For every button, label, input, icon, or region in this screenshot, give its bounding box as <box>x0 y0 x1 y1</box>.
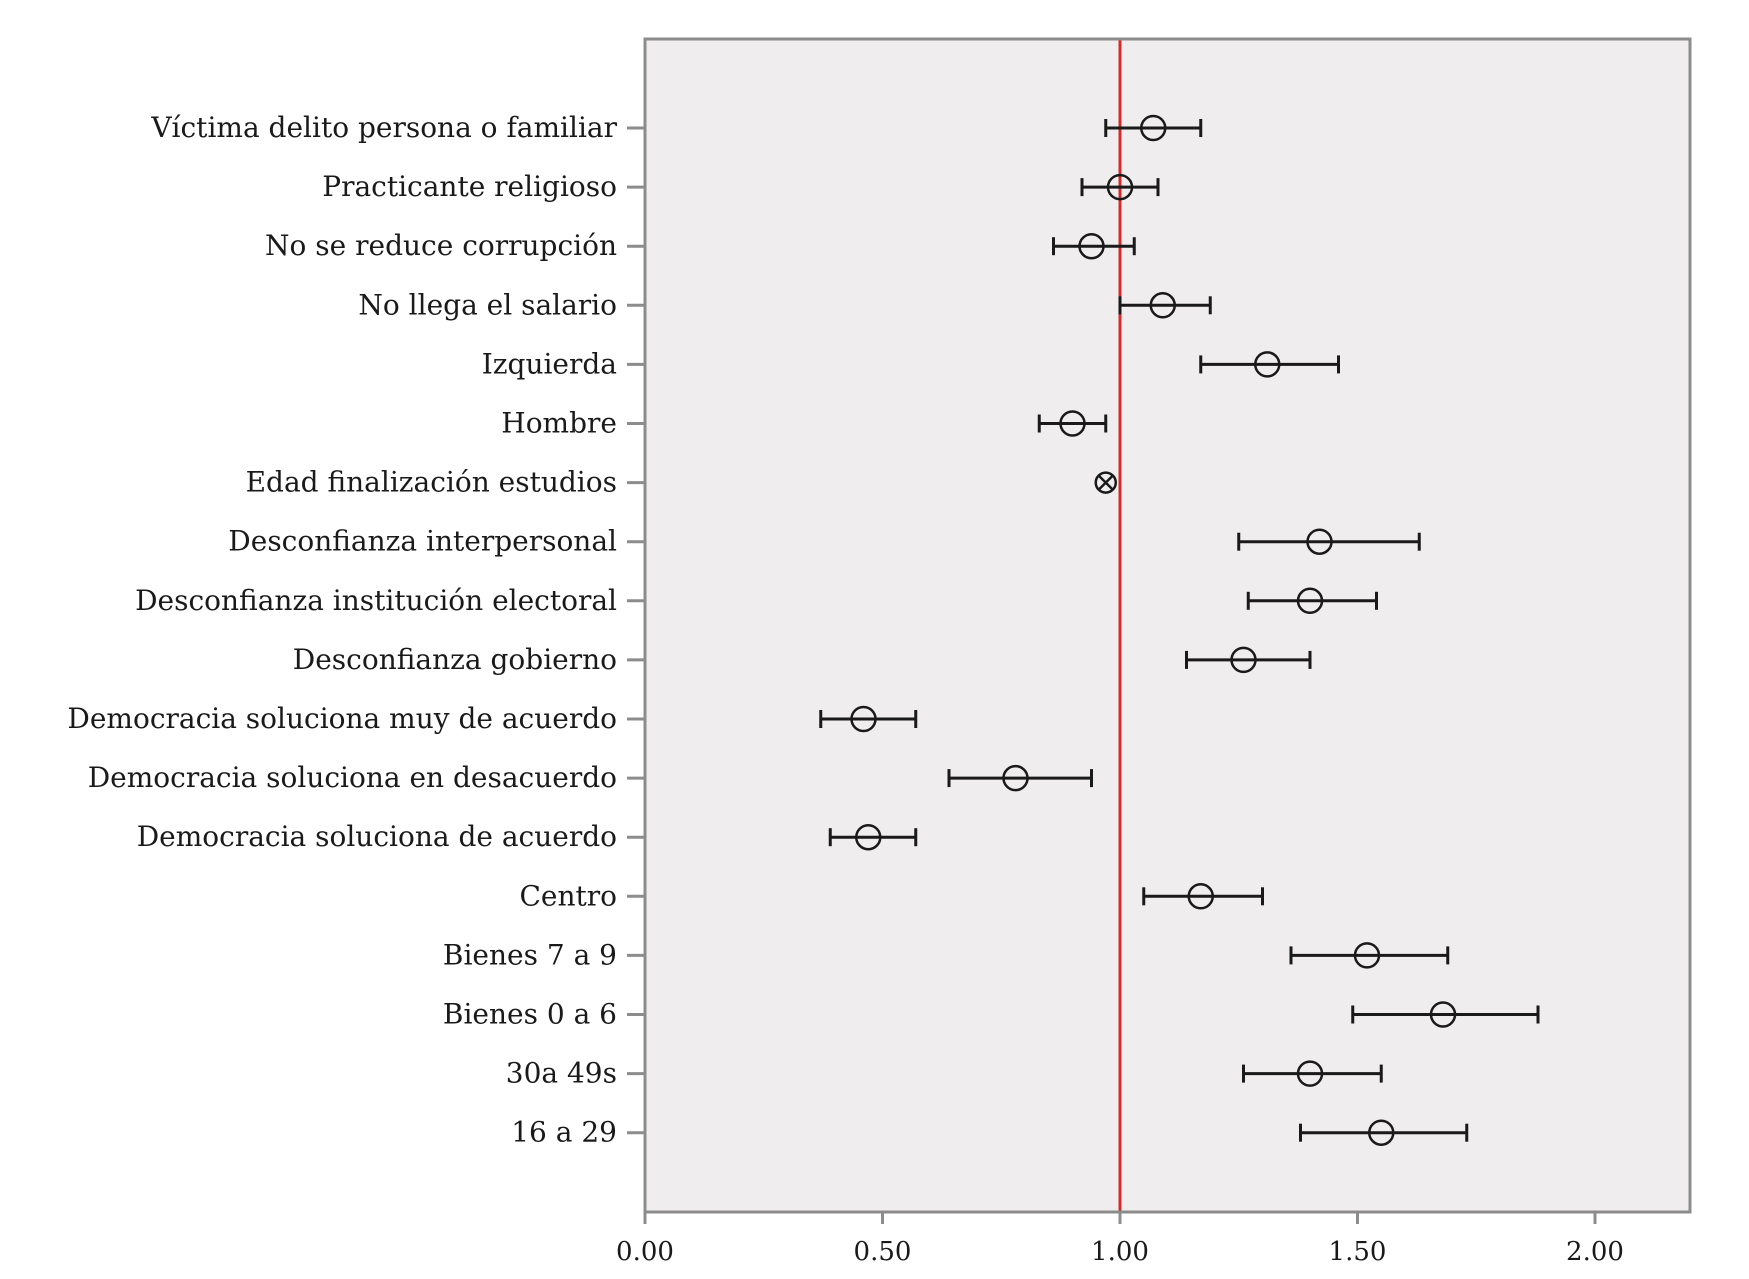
category-label: Desconfianza gobierno <box>293 643 617 676</box>
category-label: Víctima delito persona o familiar <box>150 111 617 144</box>
point-marker <box>1368 1119 1395 1146</box>
category-label: No se reduce corrupción <box>265 229 617 262</box>
x-tick-label: 0.00 <box>616 1237 674 1267</box>
x-tick-label: 0.50 <box>854 1237 912 1267</box>
category-label: Desconfianza interpersonal <box>228 525 617 558</box>
category-label: Desconfianza institución electoral <box>135 584 617 617</box>
category-label: Hombre <box>501 407 617 440</box>
point-marker <box>1094 471 1117 494</box>
point-marker <box>1306 528 1333 555</box>
category-label: 30a 49s <box>506 1057 617 1090</box>
x-tick-label: 2.00 <box>1566 1237 1624 1267</box>
point-marker <box>1296 587 1324 615</box>
category-label: Bienes 0 a 6 <box>443 998 617 1031</box>
category-label: Democracia soluciona en desacuerdo <box>88 761 617 794</box>
category-label: No llega el salario <box>358 288 617 321</box>
point-marker <box>1059 410 1086 437</box>
point-marker-cross <box>1098 475 1114 490</box>
error-bars <box>819 119 1540 1142</box>
category-label: 16 a 29 <box>511 1116 617 1149</box>
category-label: Bienes 7 a 9 <box>443 938 617 971</box>
point-marker <box>1149 292 1176 319</box>
category-label: Democracia soluciona de acuerdo <box>137 820 617 853</box>
point-marker <box>1187 883 1214 910</box>
data-points <box>850 114 1457 1146</box>
point-marker <box>1140 114 1167 142</box>
x-tick-label: 1.50 <box>1329 1237 1387 1267</box>
point-marker <box>1353 942 1381 969</box>
point-marker <box>1002 764 1029 792</box>
category-label: Edad finalización estudios <box>246 466 617 499</box>
point-marker <box>1106 173 1134 201</box>
category-label: Centro <box>519 879 617 912</box>
point-marker <box>1429 1001 1457 1028</box>
point-marker <box>1254 351 1281 378</box>
category-label: Practicante religioso <box>322 170 617 203</box>
x-tick-label: 1.00 <box>1091 1237 1149 1267</box>
point-marker <box>1230 646 1257 674</box>
point-marker <box>1296 1060 1324 1087</box>
point-marker <box>850 705 877 733</box>
point-marker <box>1078 232 1105 260</box>
axis-ticks <box>627 126 1597 1224</box>
plot-area <box>643 37 1692 1214</box>
category-labels: Víctima delito persona o familiar Practic… <box>67 111 617 1149</box>
category-label: Democracia soluciona muy de acuerdo <box>67 702 617 735</box>
x-tick-labels: 0.00 0.50 1.00 1.50 2.00 <box>616 1237 1624 1267</box>
point-marker <box>855 823 882 851</box>
category-label: Izquierda <box>482 347 617 380</box>
